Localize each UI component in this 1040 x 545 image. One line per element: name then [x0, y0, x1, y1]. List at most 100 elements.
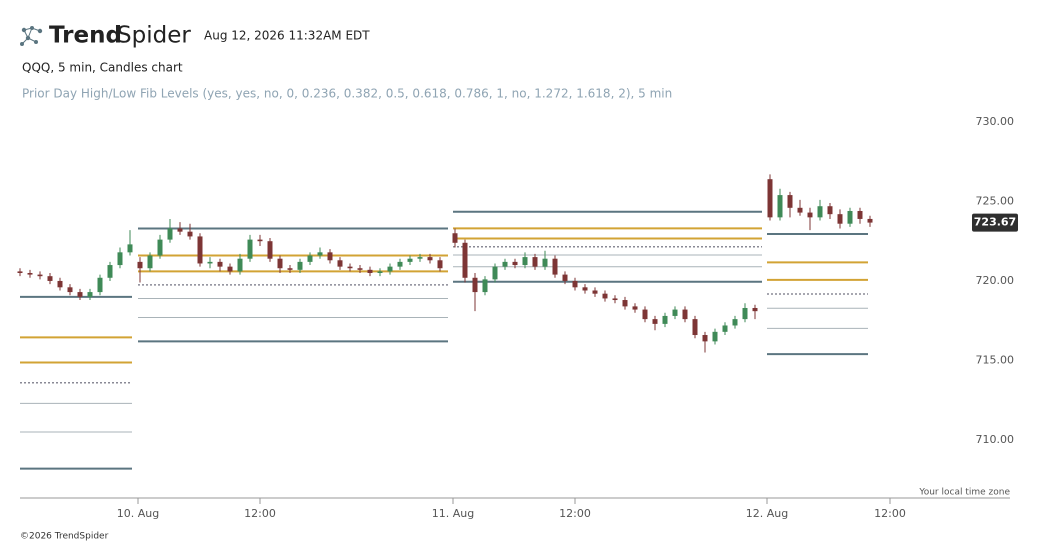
x-tick-label: 10. Aug: [117, 507, 159, 520]
candle-body: [622, 300, 628, 307]
candle-body: [712, 331, 718, 342]
candle-body: [427, 257, 433, 261]
candle-body: [572, 280, 578, 288]
candle-body: [632, 306, 638, 310]
candle-body: [562, 274, 568, 281]
candle-body: [167, 228, 173, 240]
candle-body: [157, 239, 163, 256]
candle-body: [492, 266, 498, 280]
candle-body: [17, 271, 23, 274]
logo-icon: [20, 26, 43, 46]
symbol-line: QQQ, 5 min, Candles chart: [22, 61, 183, 75]
candle-body: [502, 261, 508, 267]
candle-body: [97, 277, 103, 293]
candle-body: [692, 319, 698, 336]
candle-body: [582, 287, 588, 291]
candle-body: [722, 325, 728, 332]
candle-body: [37, 274, 43, 277]
candle-body: [77, 292, 83, 297]
candle-body: [642, 309, 648, 320]
candle-body: [287, 268, 293, 270]
candle-body: [837, 214, 843, 224]
candle-body: [407, 258, 413, 262]
candle-body: [357, 268, 363, 270]
candle-body: [67, 287, 73, 293]
last-price-label: 723.67: [974, 216, 1016, 229]
candle-body: [787, 195, 793, 208]
candle-body: [652, 319, 658, 324]
x-tick-label: 12:00: [559, 507, 591, 520]
candle-body: [417, 257, 423, 259]
candle-body: [817, 206, 823, 218]
candle-body: [207, 261, 213, 264]
candle-body: [612, 298, 618, 301]
candle-body: [137, 261, 143, 269]
candle-body: [482, 279, 488, 293]
x-tick-label: 12:00: [244, 507, 276, 520]
copyright: ©2026 TrendSpider: [20, 532, 109, 542]
candle-body: [602, 293, 608, 299]
candle-body: [702, 335, 708, 342]
y-tick-label: 725.00: [976, 194, 1015, 207]
candle-body: [857, 210, 863, 219]
candle-body: [337, 260, 343, 267]
timezone-note: Your local time zone: [918, 488, 1010, 498]
candle-body: [237, 258, 243, 272]
timestamp: Aug 12, 2026 11:32AM EDT: [204, 29, 370, 43]
y-tick-label: 715.00: [976, 353, 1015, 366]
candle-body: [682, 309, 688, 320]
candle-body: [662, 315, 668, 324]
candle-body: [27, 273, 33, 275]
candle-body: [472, 277, 478, 293]
candle-body: [177, 228, 183, 232]
logo-bold: Trend: [49, 23, 122, 49]
candle-body: [317, 252, 323, 256]
candle-body: [452, 233, 458, 243]
x-tick-label: 12:00: [874, 507, 906, 520]
candle-body: [277, 258, 283, 269]
indicator-line: Prior Day High/Low Fib Levels (yes, yes,…: [22, 87, 672, 101]
candle-body: [807, 212, 813, 218]
candle-body: [327, 252, 333, 261]
candle-body: [767, 179, 773, 218]
candle-body: [867, 218, 873, 223]
candle-body: [462, 242, 468, 278]
logo-light: Spider: [117, 23, 191, 49]
candle-body: [107, 265, 113, 278]
candle-body: [377, 271, 383, 274]
y-tick-label: 710.00: [976, 433, 1015, 446]
candle-body: [742, 307, 748, 320]
y-tick-label: 730.00: [976, 115, 1015, 128]
candle-body: [47, 276, 53, 281]
candle-body: [307, 255, 313, 262]
candle-body: [532, 257, 538, 267]
candle-body: [752, 307, 758, 312]
candle-body: [347, 266, 353, 269]
candle-body: [367, 269, 373, 274]
candle-body: [227, 266, 233, 272]
candle-body: [592, 290, 598, 294]
candle-body: [257, 239, 263, 242]
candle-body: [117, 252, 123, 266]
candle-body: [187, 231, 193, 237]
candle-body: [217, 261, 223, 267]
candle-body: [197, 236, 203, 264]
candle-body: [247, 239, 253, 259]
y-tick-label: 720.00: [976, 274, 1015, 287]
candle-body: [397, 261, 403, 267]
x-tick-label: 12. Aug: [746, 507, 788, 520]
candle-body: [777, 195, 783, 218]
candle-body: [387, 266, 393, 272]
candle-body: [732, 319, 738, 326]
candle-body: [57, 280, 63, 288]
candle-body: [147, 255, 153, 269]
x-tick-label: 11. Aug: [432, 507, 474, 520]
candle-body: [297, 261, 303, 270]
candle-body: [672, 309, 678, 316]
candle-body: [797, 207, 803, 213]
candle-body: [542, 258, 548, 267]
last-price-box: [972, 213, 1018, 232]
candle-body: [87, 292, 93, 297]
candle-body: [437, 260, 443, 269]
